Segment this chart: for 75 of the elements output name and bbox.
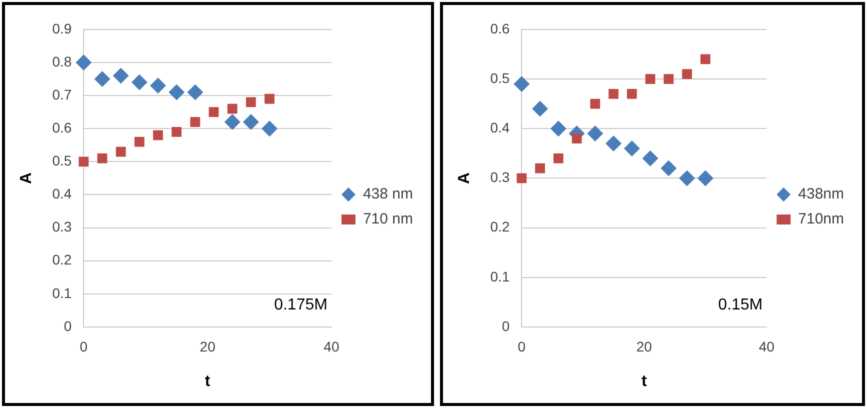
point (535, 163, 545, 174)
point (172, 126, 182, 137)
x-tick-label: 40 (324, 338, 340, 354)
annotation: 0.15M (718, 296, 763, 314)
point (516, 173, 527, 184)
y-tick-label: 0.6 (490, 20, 510, 36)
point (660, 160, 677, 176)
y-tick-label: 0.8 (52, 53, 72, 70)
point (645, 74, 656, 84)
y-axis-title: A (18, 172, 36, 184)
point (532, 100, 548, 117)
point (112, 68, 129, 84)
legend-label: 438nm (798, 186, 844, 203)
point (697, 170, 714, 186)
x-axis-title: t (641, 372, 648, 390)
point (116, 146, 126, 157)
point (190, 117, 200, 127)
x-tick-label: 40 (758, 338, 775, 354)
x-tick-label: 0 (518, 338, 526, 354)
y-tick-label: 0 (502, 318, 510, 334)
x-tick-label: 20 (636, 338, 652, 354)
y-tick-label: 0.1 (490, 268, 510, 284)
point (153, 130, 163, 140)
point (262, 120, 278, 137)
y-tick-label: 0.3 (52, 218, 72, 235)
point (700, 54, 710, 64)
point (626, 88, 637, 99)
x-tick-label: 20 (200, 338, 216, 354)
point (97, 153, 108, 164)
point (134, 136, 144, 147)
x-axis-title: t (204, 372, 211, 390)
y-tick-label: 0.5 (52, 152, 72, 169)
y-tick-label: 0.6 (52, 119, 72, 136)
point (624, 140, 640, 156)
point (242, 114, 259, 130)
y-tick-label: 0.2 (52, 252, 72, 268)
point (78, 156, 89, 167)
y-tick-label: 0.9 (52, 20, 72, 36)
point (187, 84, 204, 100)
y-tick-label: 0.1 (52, 284, 72, 301)
point (606, 135, 622, 152)
point (150, 78, 166, 94)
y-tick-label: 0.7 (52, 86, 72, 102)
point (572, 134, 582, 144)
y-tick-label: 0.4 (52, 186, 72, 202)
point (514, 76, 530, 92)
point (224, 114, 240, 130)
legend-label: 710nm (798, 210, 844, 228)
point (264, 94, 274, 104)
point (590, 98, 600, 109)
point (227, 104, 238, 114)
point (587, 126, 604, 142)
annotation: 0.175M (274, 296, 328, 314)
y-axis-title: A (456, 172, 474, 184)
point (76, 54, 92, 70)
point (168, 84, 185, 100)
point (131, 74, 148, 90)
legend-label: 438 nm (362, 186, 414, 203)
point (682, 69, 692, 79)
point (553, 153, 564, 164)
y-tick-label: 0.5 (490, 70, 510, 86)
y-tick-label: 0.4 (490, 119, 510, 136)
point (208, 107, 219, 118)
point (94, 71, 110, 87)
point (642, 150, 658, 166)
point (246, 97, 256, 108)
legend-label: 710 nm (362, 210, 414, 228)
y-tick-label: 0 (64, 318, 72, 334)
y-tick-label: 0.2 (490, 218, 510, 235)
y-tick-label: 0.3 (490, 169, 510, 186)
x-tick-label: 0 (80, 338, 88, 354)
point (550, 120, 566, 137)
point (608, 88, 618, 99)
point (664, 74, 674, 84)
point (679, 170, 696, 186)
